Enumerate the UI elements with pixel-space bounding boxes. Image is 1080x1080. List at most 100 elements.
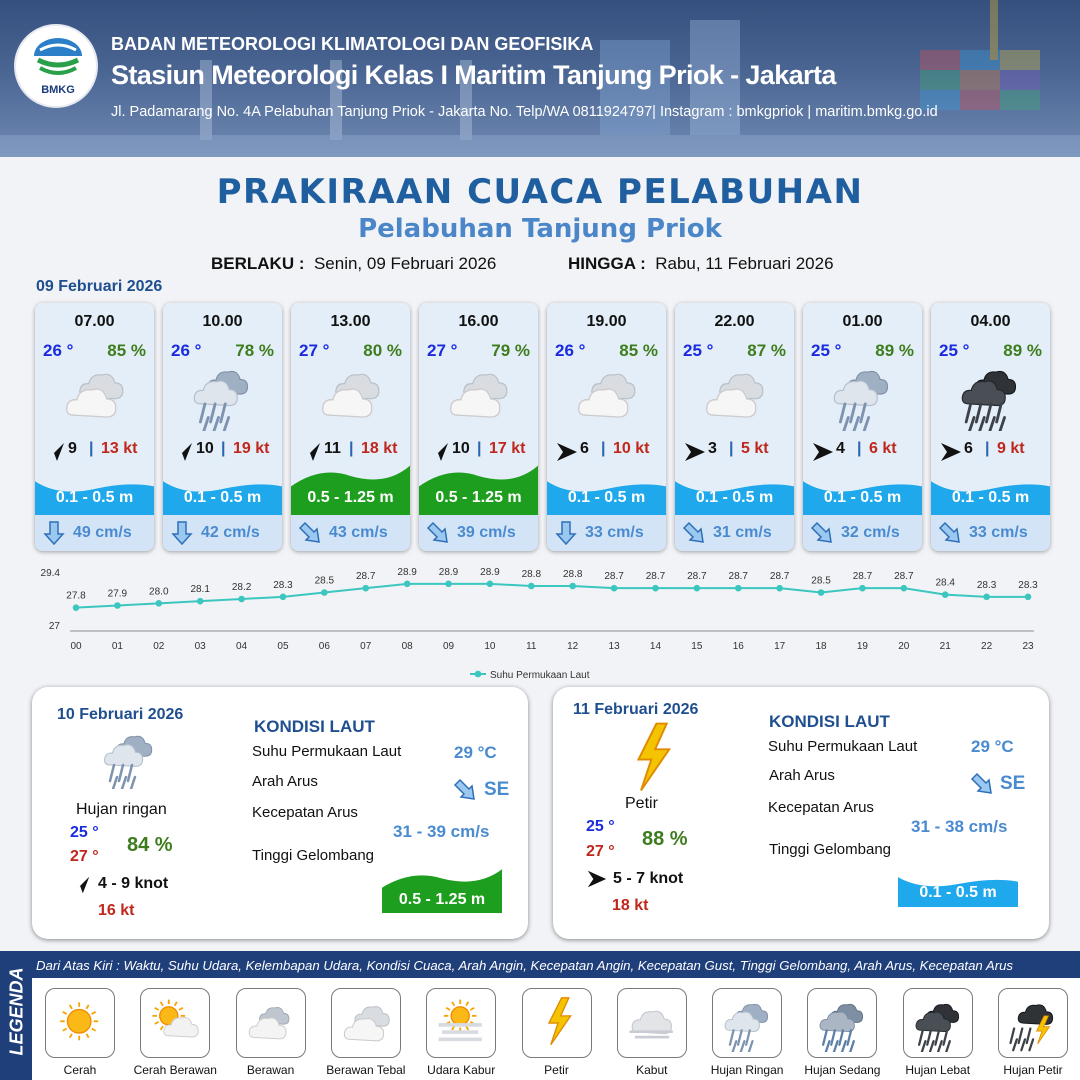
sst-data-point — [693, 584, 701, 592]
sst-data-point — [569, 582, 576, 590]
card-current-row: 39 cm/s — [419, 515, 538, 551]
current-direction-icon — [938, 521, 960, 543]
card-humidity: 87 % — [747, 341, 786, 360]
x-tick-label: 23 — [1022, 641, 1034, 652]
card-temperature: 26 ° — [171, 341, 202, 360]
day2-current-direction-icon — [453, 778, 475, 800]
day3-weather-icon — [636, 722, 671, 791]
x-tick-label: 02 — [153, 641, 165, 652]
card-current-row: 32 cm/s — [803, 515, 922, 551]
page-subtitle: Pelabuhan Tanjung Priok — [358, 214, 722, 244]
card-current-row: 42 cm/s — [163, 515, 282, 551]
card-wave-height: 0.1 - 0.5 m — [951, 489, 1030, 506]
current-direction-icon — [426, 521, 448, 543]
card-separator: | — [985, 440, 990, 457]
card-humidity: 80 % — [363, 341, 402, 360]
card-temperature: 27 ° — [427, 341, 458, 360]
card-current-speed: 39 cm/s — [457, 524, 516, 541]
sst-data-point — [1024, 593, 1032, 601]
legend-label: Hujan Ringan — [710, 1063, 784, 1077]
day2-sst-label: Suhu Permukaan Laut — [252, 743, 402, 760]
card-wave-height: 0.1 - 0.5 m — [823, 489, 902, 506]
sst-data-label: 28.7 — [646, 571, 666, 582]
day2-panel: 10 Februari 2026 Hujan ringan 25 ° 27 ° … — [32, 687, 528, 939]
legend-items: Cerah Cerah Berawan Berawan Berawan Tebal Ud… — [32, 978, 1080, 1080]
card-wind-speed: 10 — [196, 440, 214, 457]
petir-icon — [547, 997, 572, 1046]
day2-humidity: 84 % — [127, 834, 173, 856]
wave-graphic — [291, 465, 410, 515]
card-wind-speed: 4 — [836, 440, 845, 457]
sst-data-label: 28.7 — [356, 571, 376, 582]
card-gust: 9 kt — [997, 440, 1025, 457]
legend-marker — [474, 670, 482, 678]
sst-data-point — [941, 591, 949, 598]
wind-direction-icon — [941, 443, 961, 461]
hujan-ringan-icon — [833, 370, 889, 431]
day2-date: 10 Februari 2026 — [57, 706, 184, 723]
card-separator: | — [857, 440, 862, 457]
sst-data-point — [859, 584, 866, 592]
valid-to-label: HINGGA : — [568, 254, 646, 273]
x-tick-label: 09 — [443, 641, 455, 652]
day3-date: 11 Februari 2026 — [573, 701, 699, 718]
card-gust: 10 kt — [613, 440, 650, 457]
valid-from: BERLAKU : Senin, 09 Februari 2026 — [211, 254, 496, 274]
card-temperature: 26 ° — [555, 341, 586, 360]
forecast-card: 22.00 25 ° 87 % 3 | 5 kt 0.1 - 0.5 m 31 … — [675, 303, 794, 551]
card-gust: 5 kt — [741, 440, 769, 457]
current-direction-icon — [171, 521, 193, 546]
x-tick-label: 13 — [609, 641, 621, 652]
bmkg-logo: BMKG — [14, 24, 98, 108]
sst-data-label: 28.5 — [315, 576, 335, 587]
x-tick-label: 21 — [940, 641, 952, 652]
card-time: 13.00 — [330, 313, 371, 330]
card-wind-speed: 10 — [452, 440, 470, 457]
legend-icon-box — [807, 988, 878, 1058]
card-humidity: 89 % — [875, 341, 914, 360]
x-tick-label: 19 — [857, 641, 869, 652]
card-time: 22.00 — [714, 313, 755, 330]
day3-sst-value: 29 °C — [971, 737, 1014, 756]
legend-label: Cerah — [63, 1063, 97, 1077]
day3-wave-height: 0.1 - 0.5 m — [919, 884, 997, 901]
organization-name: BADAN METEOROLOGI KLIMATOLOGI DAN GEOFIS… — [111, 34, 594, 54]
day3-sst-label: Suhu Permukaan Laut — [768, 738, 918, 755]
legend-label: Hujan Sedang — [804, 1063, 881, 1077]
legend-side-label: LEGENDA — [0, 951, 32, 1080]
legend-description: Dari Atas Kiri : Waktu, Suhu Udara, Kele… — [36, 958, 1014, 973]
x-tick-label: 11 — [526, 641, 537, 652]
forecast-card: 16.00 27 ° 79 % 10 | 17 kt 0.5 - 1.25 m … — [419, 303, 538, 551]
legend-label: Berawan Tebal — [326, 1063, 406, 1077]
x-tick-label: 05 — [277, 641, 289, 652]
sst-data-point — [196, 597, 204, 605]
sst-data-label: 28.3 — [273, 580, 293, 591]
day3-temp-min: 25 ° — [586, 818, 615, 835]
sst-data-label: 28.1 — [190, 584, 210, 595]
sst-data-point — [403, 580, 411, 588]
card-wave-height: 0.5 - 1.25 m — [307, 489, 394, 506]
card-current-speed: 42 cm/s — [201, 524, 260, 541]
card-current-row: 33 cm/s — [547, 515, 666, 551]
sst-data-point — [776, 584, 783, 592]
sst-data-label: 27.8 — [66, 591, 86, 602]
sst-data-label: 28.7 — [894, 571, 914, 582]
card-temperature: 25 ° — [939, 341, 970, 360]
legend-label: Suhu Permukaan Laut — [490, 670, 590, 681]
sst-data-point — [983, 593, 990, 601]
legend-label: Petir — [544, 1063, 569, 1077]
legend-label: Hujan Lebat — [905, 1063, 971, 1077]
card-separator: | — [729, 440, 734, 457]
wave-graphic — [35, 481, 154, 515]
legend-icon-box — [140, 988, 211, 1058]
sst-data-point — [900, 584, 908, 592]
x-tick-label: 07 — [360, 641, 372, 652]
sst-data-label: 28.8 — [563, 569, 583, 580]
card-current-speed: 33 cm/s — [969, 524, 1028, 541]
day3-current-speed-label: Kecepatan Arus — [768, 799, 874, 816]
sst-data-label: 28.9 — [397, 567, 417, 578]
day2-wind-direction-icon — [71, 876, 90, 895]
card-wave-height: 0.5 - 1.25 m — [435, 489, 522, 506]
card-wind-speed: 6 — [964, 440, 973, 457]
sst-data-label: 28.2 — [232, 582, 252, 593]
